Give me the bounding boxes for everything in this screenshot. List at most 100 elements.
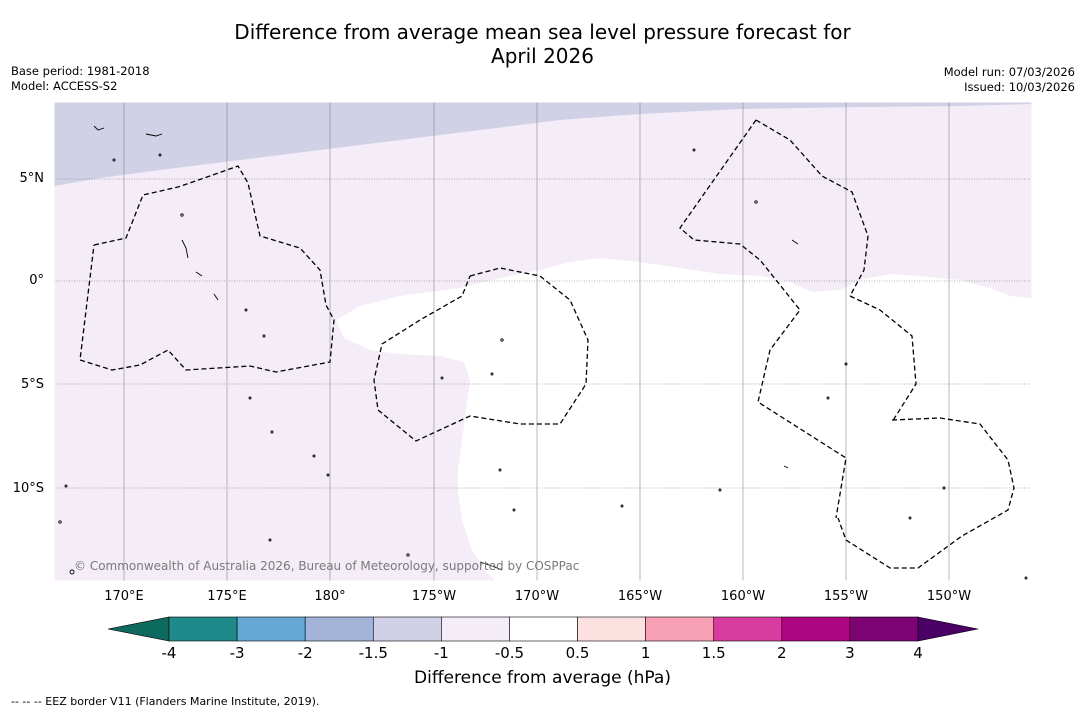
colorbar-tick-label: -0.5 bbox=[494, 644, 525, 662]
meta-left: Base period: 1981-2018 Model: ACCESS-S2 bbox=[11, 64, 150, 94]
colorbar-tick-label: 3 bbox=[845, 644, 855, 662]
eez-legend: -- -- -- EEZ border V11 (Flanders Marine… bbox=[11, 695, 320, 708]
colorbar-title: Difference from average (hPa) bbox=[414, 668, 671, 688]
colorbar-tick-label: 1 bbox=[640, 644, 651, 662]
eez-line-islands-south bbox=[849, 295, 917, 423]
meta-right: Model run: 07/03/2026 Issued: 10/03/2026 bbox=[944, 65, 1075, 95]
island bbox=[268, 538, 272, 542]
island bbox=[93, 125, 105, 131]
colorbar-tick-label: -1.5 bbox=[358, 644, 388, 662]
lat-label-5s: 5°S bbox=[20, 377, 44, 392]
lon-label-170w: 170°W bbox=[514, 589, 560, 604]
copyright-notice: © Commonwealth of Australia 2026, Bureau… bbox=[74, 559, 580, 573]
island bbox=[692, 148, 696, 152]
lon-label-180: 180° bbox=[314, 589, 346, 604]
eez-borders bbox=[79, 119, 1015, 569]
issued-date: Issued: 10/03/2026 bbox=[964, 80, 1075, 94]
colorbar-segment bbox=[713, 616, 783, 642]
island bbox=[312, 454, 316, 458]
colorbar-segment bbox=[509, 616, 578, 642]
eez-line-islands-west bbox=[679, 119, 847, 519]
lon-label-175e: 175°E bbox=[207, 589, 247, 604]
meridians bbox=[123, 102, 950, 581]
colorbar bbox=[107, 616, 979, 642]
island bbox=[620, 504, 624, 508]
island bbox=[248, 396, 252, 400]
colorbar-segment bbox=[849, 616, 919, 642]
model-run: Model run: 07/03/2026 bbox=[943, 65, 1075, 79]
colorbar-tick-label: 2 bbox=[777, 644, 787, 662]
island bbox=[512, 508, 516, 512]
island bbox=[440, 376, 444, 380]
lon-label-160w: 160°W bbox=[720, 589, 766, 604]
eez-kiribati-gilbert bbox=[79, 165, 335, 373]
island bbox=[213, 293, 219, 301]
base-period: Base period: 1981-2018 bbox=[11, 64, 150, 78]
model-name: Model: ACCESS-S2 bbox=[11, 79, 118, 93]
island bbox=[270, 430, 274, 434]
chart-title: Difference from average mean sea level p… bbox=[0, 20, 1085, 68]
colorbar-segment bbox=[236, 616, 306, 642]
colorbar-segment bbox=[577, 616, 646, 642]
island bbox=[479, 561, 503, 571]
colorbar-tick-label: 4 bbox=[913, 644, 923, 662]
colorbar-tick-label: -3 bbox=[229, 644, 245, 662]
colorbar-extend-low bbox=[107, 616, 170, 642]
lon-label-155w: 155°W bbox=[823, 589, 869, 604]
colorbar-segment bbox=[781, 616, 851, 642]
graticule bbox=[54, 178, 1032, 489]
lat-label-0: 0° bbox=[29, 273, 44, 288]
lon-label-175w: 175°W bbox=[411, 589, 457, 604]
colorbar-segments bbox=[168, 616, 919, 642]
island bbox=[754, 200, 758, 204]
colorbar-extend-high bbox=[917, 616, 979, 642]
island bbox=[490, 372, 494, 376]
colorbar-segment bbox=[372, 616, 442, 642]
lon-label-170e: 170°E bbox=[104, 589, 144, 604]
lat-label-5n: 5°N bbox=[19, 171, 45, 186]
island bbox=[1024, 576, 1028, 580]
colorbar-segment bbox=[304, 616, 374, 642]
colorbar-tick-label: -4 bbox=[161, 644, 177, 662]
island bbox=[844, 362, 848, 366]
island bbox=[262, 334, 266, 338]
island bbox=[783, 465, 789, 469]
colorbar-tick-label: -1 bbox=[433, 644, 449, 662]
colorbar-segment bbox=[441, 616, 510, 642]
eez-tuvalu-tokelau bbox=[373, 267, 589, 442]
island bbox=[500, 338, 504, 342]
island bbox=[718, 488, 722, 492]
island bbox=[244, 308, 248, 312]
eez-cook-islands bbox=[837, 417, 1015, 569]
island bbox=[498, 468, 502, 472]
island bbox=[791, 239, 799, 245]
island bbox=[158, 153, 162, 157]
island bbox=[58, 520, 62, 524]
title-line-2: April 2026 bbox=[491, 44, 594, 68]
eez-line-islands-north bbox=[755, 119, 869, 297]
island bbox=[69, 569, 75, 575]
island bbox=[64, 484, 68, 488]
pressure-region-neutral bbox=[336, 258, 1032, 581]
colorbar-segment bbox=[645, 616, 715, 642]
lon-label-165w: 165°W bbox=[617, 589, 663, 604]
islands bbox=[58, 125, 1028, 580]
island bbox=[908, 516, 912, 520]
island bbox=[406, 553, 410, 557]
colorbar-tick-label: 0.5 bbox=[565, 644, 590, 662]
map-frame bbox=[53, 101, 1033, 582]
island bbox=[195, 271, 203, 277]
colorbar-tick-label: -2 bbox=[297, 644, 313, 662]
pressure-region-minus-1-5 bbox=[54, 102, 1032, 186]
lon-label-150w: 150°W bbox=[926, 589, 972, 604]
island bbox=[826, 396, 830, 400]
island bbox=[145, 133, 163, 137]
island bbox=[180, 213, 184, 217]
island bbox=[942, 486, 946, 490]
island bbox=[112, 158, 116, 162]
lat-label-10s: 10°S bbox=[12, 481, 44, 496]
title-line-1: Difference from average mean sea level p… bbox=[234, 20, 851, 44]
colorbar-segment bbox=[168, 616, 238, 642]
island bbox=[181, 239, 189, 259]
